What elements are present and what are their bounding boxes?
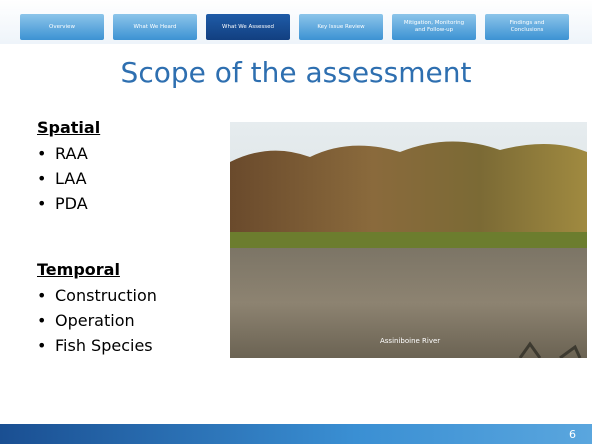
bullet-item: PDA (37, 191, 227, 216)
slide-title: Scope of the assessment (0, 56, 592, 89)
section-heading: Spatial (37, 118, 227, 137)
page-number: 6 (569, 428, 576, 441)
bullet-item: LAA (37, 166, 227, 191)
nav-bar: Overview What We Heard What We Assessed Key… (0, 0, 592, 44)
nav-tab[interactable]: Key Issue Review (299, 14, 383, 40)
tabs: Overview What We Heard What We Assessed Key… (20, 14, 569, 40)
bullet-item: Operation (37, 308, 227, 333)
bullet-item: Fish Species (37, 333, 227, 358)
bullet-list: ConstructionOperationFish Species (37, 283, 227, 358)
bullet-list: RAALAAPDA (37, 141, 227, 216)
nav-tab[interactable]: Overview (20, 14, 104, 40)
bullet-item: Construction (37, 283, 227, 308)
nav-tab[interactable]: What We Heard (113, 14, 197, 40)
footer-bar: 6 (0, 424, 592, 444)
bullet-item: RAA (37, 141, 227, 166)
nav-tab[interactable]: What We Assessed (206, 14, 290, 40)
content: Spatial RAALAAPDA Temporal ConstructionOper… (37, 118, 227, 402)
slide: Overview What We Heard What We Assessed Key… (0, 0, 592, 444)
section-heading: Temporal (37, 260, 227, 279)
nav-tab[interactable]: Mitigation, Monitoring and Follow-up (392, 14, 476, 40)
nav-tab[interactable]: Findings and Conclusions (485, 14, 569, 40)
photo (230, 122, 587, 358)
photo-caption: Assiniboine River (380, 337, 440, 345)
